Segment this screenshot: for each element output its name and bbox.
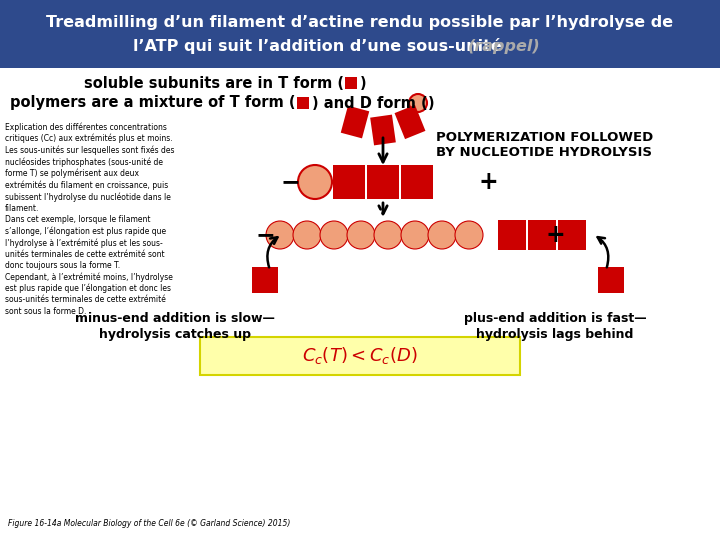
Text: ): ) bbox=[360, 76, 366, 91]
Bar bbox=[0, 0, 720, 68]
FancyBboxPatch shape bbox=[200, 337, 520, 375]
Text: polymers are a mixture of T form (: polymers are a mixture of T form ( bbox=[11, 96, 296, 111]
Bar bbox=[252, 267, 278, 293]
Text: soluble subunits are in T form (: soluble subunits are in T form ( bbox=[84, 76, 344, 91]
Ellipse shape bbox=[347, 221, 375, 249]
Polygon shape bbox=[370, 114, 396, 145]
Text: ) and D form (: ) and D form ( bbox=[312, 96, 428, 111]
Ellipse shape bbox=[401, 221, 429, 249]
Bar bbox=[598, 267, 624, 293]
Text: (rappel): (rappel) bbox=[468, 38, 541, 53]
Ellipse shape bbox=[455, 221, 483, 249]
Text: Treadmilling d’un filament d’actine rendu possible par l’hydrolyse de: Treadmilling d’un filament d’actine rend… bbox=[46, 15, 674, 30]
Text: l’ATP qui suit l’addition d’une sous-unité: l’ATP qui suit l’addition d’une sous-uni… bbox=[132, 38, 507, 54]
Ellipse shape bbox=[374, 221, 402, 249]
Text: ): ) bbox=[428, 96, 435, 111]
Bar bbox=[333, 165, 365, 199]
Text: POLYMERIZATION FOLLOWED
BY NUCLEOTIDE HYDROLYSIS: POLYMERIZATION FOLLOWED BY NUCLEOTIDE HY… bbox=[436, 131, 654, 159]
Text: $C_c(T) < C_c(D)$: $C_c(T) < C_c(D)$ bbox=[302, 345, 418, 366]
Text: plus-end addition is fast—: plus-end addition is fast— bbox=[464, 312, 647, 325]
Text: hydrolysis catches up: hydrolysis catches up bbox=[99, 328, 251, 341]
Bar bbox=[367, 165, 399, 199]
Ellipse shape bbox=[320, 221, 348, 249]
Text: hydrolysis lags behind: hydrolysis lags behind bbox=[477, 328, 634, 341]
Bar bbox=[558, 220, 586, 250]
Text: minus-end addition is slow—: minus-end addition is slow— bbox=[75, 312, 275, 325]
Ellipse shape bbox=[298, 165, 332, 199]
Ellipse shape bbox=[266, 221, 294, 249]
Bar bbox=[528, 220, 556, 250]
Polygon shape bbox=[395, 105, 426, 139]
Text: +: + bbox=[478, 170, 498, 194]
Text: −: − bbox=[255, 223, 275, 247]
Text: −: − bbox=[280, 170, 300, 194]
Bar bbox=[297, 97, 309, 109]
Bar bbox=[345, 77, 357, 89]
Ellipse shape bbox=[293, 221, 321, 249]
Text: Figure 16-14a Molecular Biology of the Cell 6e (© Garland Science) 2015): Figure 16-14a Molecular Biology of the C… bbox=[8, 519, 290, 528]
Bar bbox=[498, 220, 526, 250]
Text: Explication des différentes concentrations
critiques (Cc) aux extrémités plus et: Explication des différentes concentratio… bbox=[5, 122, 174, 315]
Bar bbox=[401, 165, 433, 199]
Circle shape bbox=[409, 94, 427, 112]
Ellipse shape bbox=[428, 221, 456, 249]
Text: +: + bbox=[545, 223, 565, 247]
Polygon shape bbox=[341, 106, 369, 138]
